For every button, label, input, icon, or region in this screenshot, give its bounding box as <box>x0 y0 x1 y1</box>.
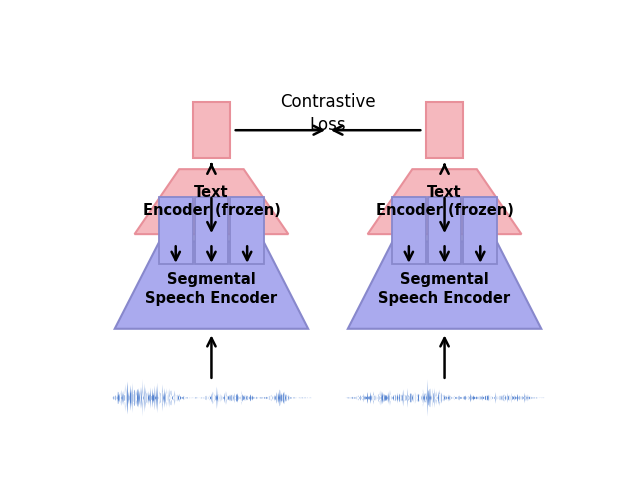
Bar <box>195 197 228 264</box>
Polygon shape <box>134 169 289 234</box>
Text: Contrastive
Loss: Contrastive Loss <box>280 94 376 134</box>
Bar <box>392 197 426 264</box>
Bar <box>193 102 230 158</box>
Polygon shape <box>348 241 541 329</box>
Text: Segmental
Speech Encoder: Segmental Speech Encoder <box>145 272 278 306</box>
Bar <box>428 197 461 264</box>
Polygon shape <box>115 241 308 329</box>
Text: Segmental
Speech Encoder: Segmental Speech Encoder <box>378 272 511 306</box>
Bar <box>426 102 463 158</box>
Polygon shape <box>367 169 522 234</box>
Text: Text
Encoder (frozen): Text Encoder (frozen) <box>143 185 280 218</box>
Bar <box>230 197 264 264</box>
Bar <box>463 197 497 264</box>
Bar <box>159 197 193 264</box>
Text: Text
Encoder (frozen): Text Encoder (frozen) <box>376 185 513 218</box>
